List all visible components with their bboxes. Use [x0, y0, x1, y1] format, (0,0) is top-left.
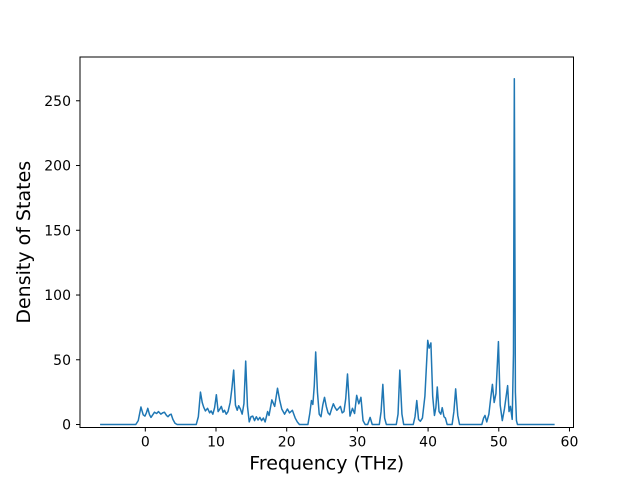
x-tick-label: 30: [348, 435, 366, 451]
y-tick-label: 150: [44, 223, 71, 239]
x-tick-label: 0: [141, 435, 150, 451]
y-axis-label: Density of States: [13, 161, 35, 324]
x-tick-label: 40: [419, 435, 437, 451]
y-tick-label: 0: [62, 418, 71, 434]
x-tick-label: 20: [278, 435, 296, 451]
y-tick-label: 200: [44, 159, 71, 175]
axes-frame: [79, 56, 574, 428]
x-tick-label: 50: [490, 435, 508, 451]
x-tick-label: 10: [207, 435, 225, 451]
y-tick-label: 250: [44, 94, 71, 110]
y-tick-label: 100: [44, 288, 71, 304]
y-tick-label: 50: [53, 353, 71, 369]
x-axis-label: Frequency (THz): [249, 453, 404, 475]
x-tick-label: 60: [561, 435, 579, 451]
dos-curve: [100, 78, 555, 426]
